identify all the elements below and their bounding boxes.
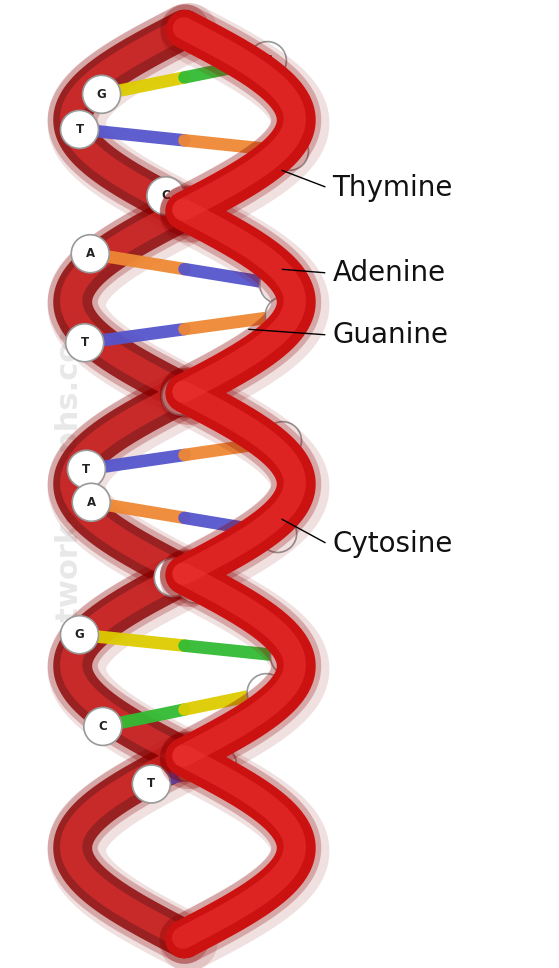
- Text: A: A: [87, 496, 96, 509]
- Text: Cytosine: Cytosine: [333, 530, 453, 558]
- Circle shape: [271, 133, 309, 170]
- Text: T: T: [75, 123, 83, 136]
- Circle shape: [71, 234, 109, 273]
- Text: C: C: [285, 650, 294, 663]
- Circle shape: [68, 450, 106, 488]
- Circle shape: [154, 559, 192, 596]
- Circle shape: [60, 110, 98, 148]
- Circle shape: [162, 378, 200, 415]
- Circle shape: [198, 745, 236, 784]
- Circle shape: [66, 323, 103, 362]
- Text: G: G: [176, 389, 186, 403]
- Text: C: C: [263, 54, 272, 67]
- Text: T: T: [147, 777, 155, 791]
- Circle shape: [147, 177, 185, 215]
- Circle shape: [259, 514, 297, 553]
- Circle shape: [177, 565, 215, 603]
- Circle shape: [184, 188, 222, 226]
- Circle shape: [248, 42, 286, 79]
- Text: T: T: [80, 336, 89, 349]
- Text: A: A: [280, 309, 289, 322]
- Text: Guanine: Guanine: [333, 321, 449, 348]
- Text: C: C: [162, 190, 170, 202]
- Text: T: T: [192, 578, 200, 590]
- Circle shape: [260, 265, 298, 304]
- Circle shape: [263, 422, 301, 460]
- Circle shape: [247, 674, 285, 711]
- Text: T: T: [82, 463, 91, 475]
- Text: A: A: [285, 145, 294, 158]
- Circle shape: [132, 765, 170, 803]
- Circle shape: [60, 616, 98, 653]
- Text: A: A: [86, 247, 95, 260]
- Circle shape: [169, 375, 207, 412]
- Text: network-graphs.com: network-graphs.com: [53, 307, 82, 661]
- Circle shape: [83, 76, 121, 113]
- Circle shape: [266, 296, 303, 335]
- Text: C: C: [98, 720, 107, 733]
- Text: C: C: [184, 387, 193, 401]
- Text: A: A: [213, 758, 222, 771]
- Text: G: G: [198, 200, 208, 213]
- Circle shape: [84, 708, 122, 745]
- Text: G: G: [97, 88, 106, 101]
- Text: A: A: [278, 435, 287, 447]
- Text: Adenine: Adenine: [333, 259, 446, 287]
- Circle shape: [271, 638, 309, 676]
- Text: G: G: [74, 628, 84, 641]
- Text: T: T: [273, 527, 282, 540]
- Text: T: T: [274, 278, 283, 291]
- Circle shape: [72, 483, 110, 522]
- Text: G: G: [261, 686, 271, 699]
- Text: A: A: [169, 571, 178, 584]
- Text: Thymine: Thymine: [333, 174, 453, 201]
